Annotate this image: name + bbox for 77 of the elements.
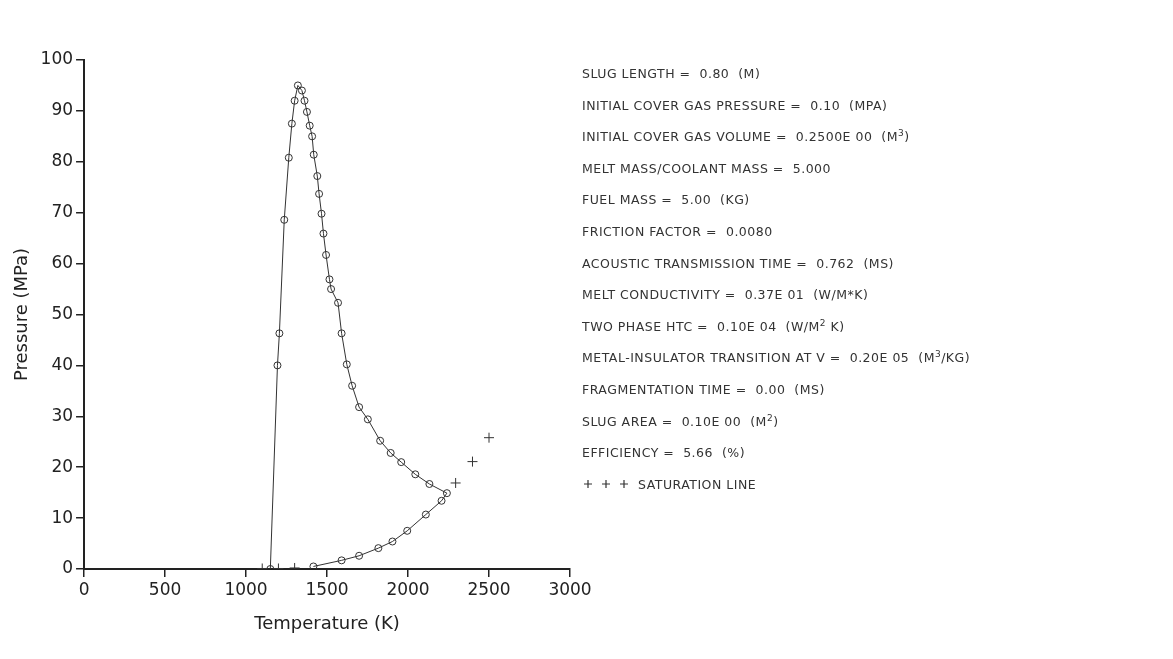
point <box>403 526 412 535</box>
x-axis-title: Temperature (K) <box>253 611 400 633</box>
point <box>313 172 322 181</box>
y-tick-label: 20 <box>51 455 74 476</box>
text: MELT MASS/COOLANT MASS = 5.000 <box>582 160 832 178</box>
text: EFFICIENCY = 5.66 (%) <box>582 445 747 463</box>
point <box>342 360 351 369</box>
y-tick-label: 50 <box>51 302 74 323</box>
point <box>309 150 318 159</box>
point <box>348 381 357 390</box>
x-tick-label: 500 <box>148 578 182 599</box>
point <box>319 229 328 238</box>
point <box>388 537 397 546</box>
point <box>355 551 364 560</box>
text: SLUG LENGTH = 0.80 (M) <box>582 66 762 83</box>
text: METAL-INSULATOR TRANSITION AT V = 0.20E 05 (M$^{3}$/KG) <box>582 349 971 368</box>
y-tick-label: 100 <box>40 48 74 69</box>
text: FRAGMENTATION TIME = 0.00 (MS) <box>582 381 826 399</box>
y-tick-label: 70 <box>51 201 74 222</box>
point <box>280 215 289 224</box>
y-tick-label: 80 <box>51 150 74 171</box>
point <box>483 432 495 444</box>
y-axis-title: Pressure (MPa) <box>10 247 32 382</box>
x-tick-label: 1000 <box>224 578 268 599</box>
point <box>437 496 446 505</box>
point <box>411 470 420 479</box>
text: SLUG AREA = 0.10E 00 (M$^{2}$) <box>582 412 780 431</box>
point <box>374 544 383 553</box>
point <box>309 562 318 569</box>
legend-label: SATURATION LINE <box>638 476 757 492</box>
text: TWO PHASE HTC = 0.10E 04 (W/M$^{2}$ K) <box>582 317 846 336</box>
point <box>302 107 311 116</box>
point <box>284 153 293 162</box>
point <box>425 480 434 488</box>
point <box>305 121 314 130</box>
point <box>386 448 395 457</box>
text: MELT CONDUCTIVITY = 0.37E 01 (W/M*K) <box>582 287 870 305</box>
x-tick-label: 1500 <box>305 578 349 599</box>
x-tick-label: 2000 <box>386 578 430 599</box>
y-tick-label: 60 <box>51 252 74 273</box>
text: FRICTION FACTOR = 0.0080 <box>582 223 774 241</box>
point <box>287 119 296 128</box>
point <box>300 96 309 105</box>
point <box>442 489 451 498</box>
y-tick-label: 10 <box>51 506 74 527</box>
point <box>317 209 326 218</box>
x-tick-label: 2500 <box>467 578 511 599</box>
text: INITIAL COVER GAS VOLUME = 0.2500E 00 (M$^{3}$) <box>582 128 911 147</box>
point <box>322 250 331 259</box>
point <box>325 275 334 284</box>
point <box>355 403 364 412</box>
point <box>376 436 385 445</box>
y-tick-label: 40 <box>51 353 74 374</box>
x-tick-label: 0 <box>78 578 90 599</box>
point <box>297 86 306 95</box>
point <box>397 458 406 467</box>
y-tick-label: 30 <box>51 404 74 425</box>
point <box>334 298 343 307</box>
y-tick-label: 90 <box>51 99 74 120</box>
y-tick-label: 0 <box>62 557 74 578</box>
point <box>275 329 284 338</box>
text: ACOUSTIC TRANSMISSION TIME = 0.762 (MS) <box>582 255 895 273</box>
point <box>315 189 324 198</box>
point <box>293 81 302 90</box>
point <box>290 96 299 105</box>
x-tick-label: 3000 <box>548 578 592 599</box>
point <box>308 132 317 141</box>
text: FUEL MASS = 5.00 (KG) <box>582 192 751 210</box>
point <box>363 415 372 424</box>
point <box>466 456 478 468</box>
text: INITIAL COVER GAS PRESSURE = 0.10 (MPA) <box>582 97 889 115</box>
point <box>327 285 336 294</box>
point <box>421 510 430 519</box>
point <box>450 477 462 489</box>
point <box>337 556 346 565</box>
point <box>337 329 346 338</box>
point <box>273 361 282 370</box>
